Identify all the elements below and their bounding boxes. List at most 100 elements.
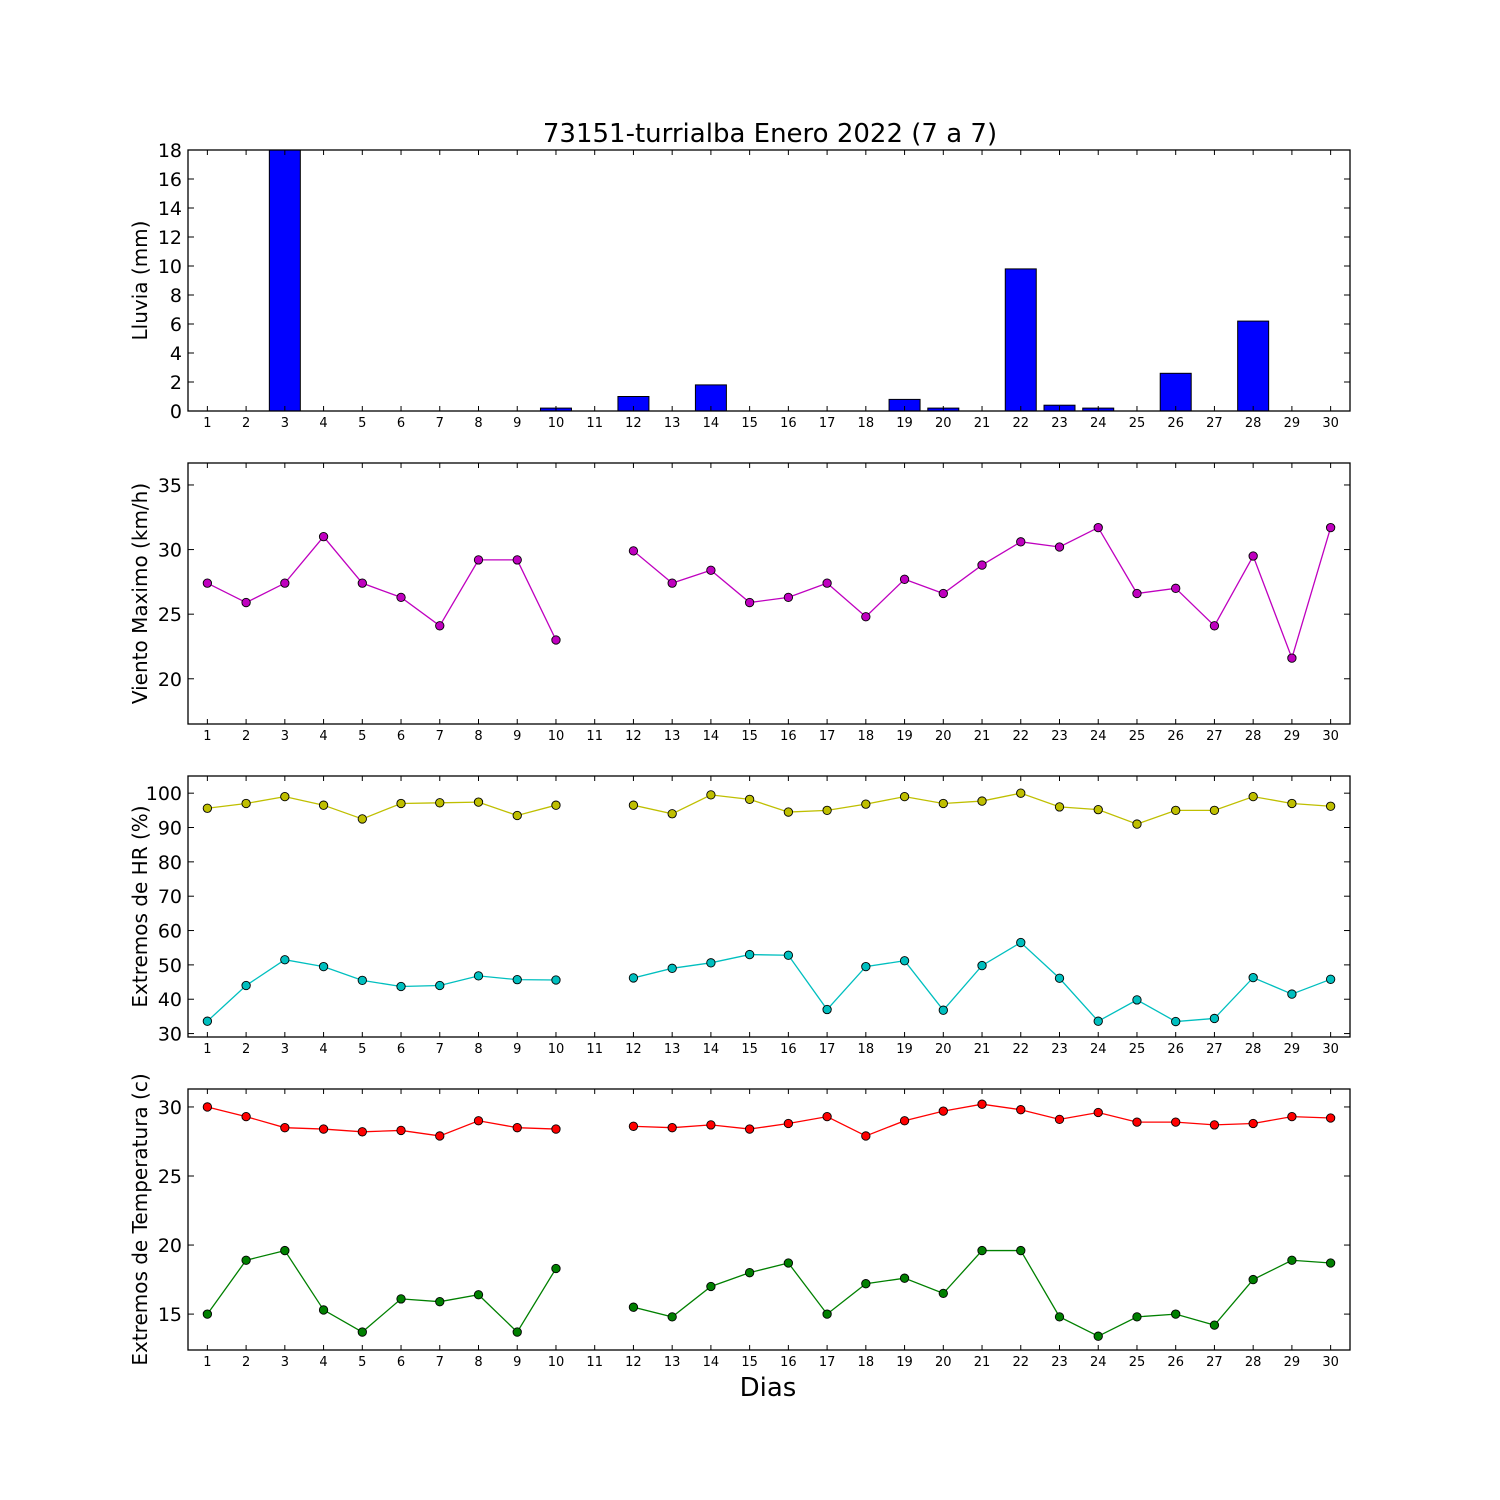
x-tick-label: 19 [896,1355,913,1370]
bar-3 [268,149,301,412]
x-tick-label: 2 [242,1355,250,1370]
x-tick-label: 17 [819,1355,836,1370]
series-1-point-13 [667,809,677,819]
series-2-point-29 [1287,989,1297,999]
plot-frame [187,775,1351,1038]
series-1-point-12 [628,546,639,556]
x-tick-label: 17 [819,1042,836,1057]
series-2-point-21 [977,1245,987,1256]
series-1-point-21 [977,560,987,570]
series-1-point-24 [1093,1107,1103,1118]
series-1-point-7 [435,798,445,808]
series-2-point-28 [1248,1274,1258,1285]
x-tick-label: 11 [586,1355,603,1370]
x-tick-label: 9 [513,1042,521,1057]
x-tick-label: 6 [397,416,405,431]
x-axis-label: Dias [740,1373,797,1403]
x-tick-label: 7 [436,1355,444,1370]
series-2-point-16 [783,950,794,960]
series-1-line-1 [207,535,557,641]
series-2-point-13 [667,963,677,973]
x-tick-label: 14 [703,1355,720,1370]
series-1-point-20 [938,798,948,809]
series-2-point-10 [551,975,561,985]
plot-frame [187,149,1351,412]
series-1-point-8 [473,1116,484,1126]
series-1-point-5 [357,1127,367,1137]
series-2-point-23 [1054,973,1065,983]
x-tick-label: 10 [548,1042,565,1057]
y-tick-label: 16 [158,169,182,191]
x-tick-label: 19 [896,729,913,744]
y-tick-label: 10 [158,256,182,278]
x-tick-label: 20 [935,729,952,744]
series-1-point-20 [938,1106,948,1116]
series-2-line-2 [633,1249,1331,1337]
series-2-point-6 [396,981,406,992]
series-1-point-9 [512,555,522,565]
series-1-point-28 [1248,551,1258,561]
x-tick-label: 12 [625,729,642,744]
series-1-point-28 [1248,791,1258,802]
x-tick-label: 17 [819,416,836,431]
x-tick-label: 24 [1090,1355,1107,1370]
series-1-point-27 [1209,621,1220,631]
x-tick-label: 9 [513,729,521,744]
x-tick-label: 4 [319,1355,327,1370]
series-1-point-27 [1209,1120,1220,1130]
x-tick-label: 26 [1167,1355,1184,1370]
x-tick-label: 27 [1206,729,1223,744]
x-tick-label: 20 [935,1042,952,1057]
bar-22 [1004,268,1037,412]
x-tick-label: 14 [703,729,720,744]
x-tick-label: 22 [1012,729,1029,744]
x-tick-label: 5 [358,1355,366,1370]
series-1-point-26 [1171,805,1181,815]
series-2-point-1 [202,1309,213,1319]
x-tick-label: 23 [1051,1042,1068,1057]
series-1-point-15 [744,597,755,608]
series-1-point-28 [1248,1118,1258,1129]
series-2-point-14 [706,1281,716,1292]
series-1-point-21 [977,1099,987,1109]
x-tick-label: 1 [203,729,211,744]
x-tick-label: 7 [436,1042,444,1057]
y-tick-label: 15 [158,1304,182,1326]
x-tick-label: 25 [1129,416,1146,431]
series-1-point-25 [1132,588,1142,599]
series-2-point-5 [357,975,367,985]
series-2-point-9 [512,975,522,985]
series-1-point-25 [1132,819,1142,829]
series-1-point-21 [977,796,987,806]
x-tick-label: 23 [1051,729,1068,744]
series-2-point-20 [938,1005,948,1015]
x-tick-label: 20 [935,1355,952,1370]
series-2-point-15 [744,1268,755,1278]
x-tick-label: 27 [1206,416,1223,431]
series-1-point-10 [551,635,561,645]
y-tick-label: 20 [158,1235,182,1257]
x-tick-label: 22 [1012,1355,1029,1370]
plot-frame [187,1088,1351,1351]
series-2-point-22 [1016,1245,1026,1256]
series-2-point-27 [1209,1013,1220,1024]
series-1-point-5 [357,578,367,588]
series-2-point-2 [241,1255,251,1265]
x-tick-label: 28 [1245,729,1262,744]
x-tick-label: 24 [1090,729,1107,744]
series-1-point-10 [551,800,561,810]
y-tick-label: 50 [158,955,182,977]
x-tick-label: 3 [281,416,289,431]
x-tick-label: 25 [1129,729,1146,744]
series-1-point-8 [473,555,484,565]
x-tick-label: 10 [548,416,565,431]
series-2-point-30 [1325,1258,1336,1268]
series-1-point-1 [202,803,213,813]
x-tick-label: 21 [974,1355,991,1370]
series-2-point-7 [435,1297,445,1307]
x-tick-label: 29 [1284,1042,1301,1057]
y-tick-label: 25 [158,604,182,626]
x-tick-label: 28 [1245,416,1262,431]
